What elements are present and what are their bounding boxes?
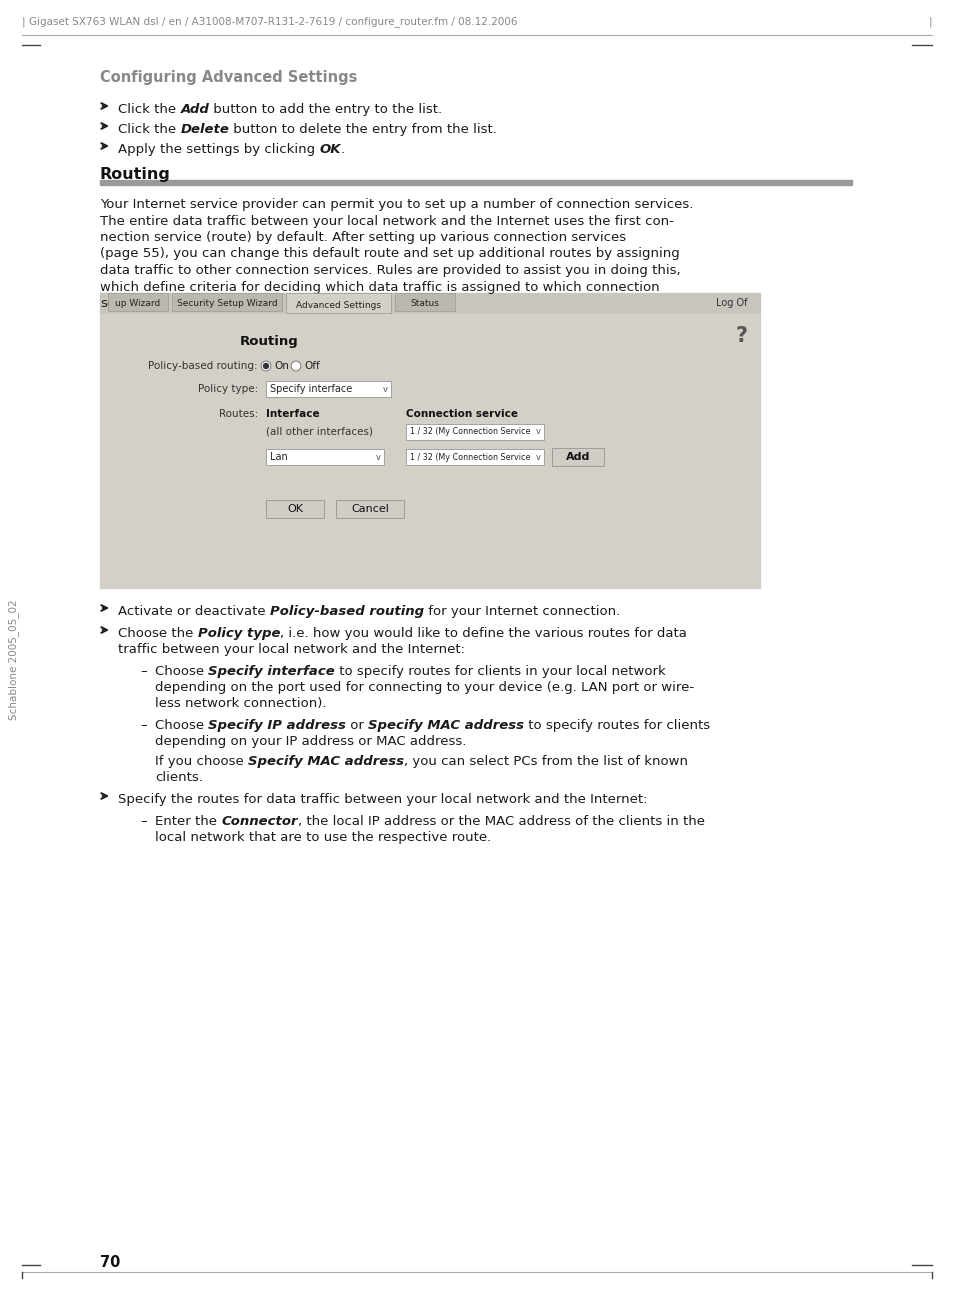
Text: Cancel: Cancel — [351, 505, 389, 514]
Text: Policy type:: Policy type: — [197, 384, 257, 393]
Text: depending on your IP address or MAC address.: depending on your IP address or MAC addr… — [154, 735, 466, 748]
Text: , you can select PCs from the list of known: , you can select PCs from the list of kn… — [403, 755, 687, 769]
Text: Status: Status — [410, 299, 439, 308]
Text: Enter the: Enter the — [154, 816, 221, 829]
Text: button to add the entry to the list.: button to add the entry to the list. — [209, 103, 442, 116]
Text: –: – — [140, 665, 147, 678]
Text: nection service (route) by default. After setting up various connection services: nection service (route) by default. Afte… — [100, 231, 625, 244]
Text: local network that are to use the respective route.: local network that are to use the respec… — [154, 831, 491, 844]
Bar — [335, 501, 403, 518]
Text: Specify interface: Specify interface — [208, 665, 335, 678]
Text: Add: Add — [565, 452, 590, 461]
Circle shape — [261, 361, 271, 371]
Bar — [266, 501, 324, 518]
Text: OK: OK — [319, 142, 340, 156]
Text: v: v — [375, 452, 380, 461]
Text: Specify MAC address: Specify MAC address — [368, 719, 524, 732]
Text: If you choose: If you choose — [154, 755, 248, 769]
Text: (all other interfaces): (all other interfaces) — [266, 427, 373, 437]
Text: , the local IP address or the MAC address of the clients in the: , the local IP address or the MAC addres… — [297, 816, 704, 829]
Text: data traffic to other connection services. Rules are provided to assist you in d: data traffic to other connection service… — [100, 264, 679, 277]
Text: v: v — [382, 384, 387, 393]
Text: Lan: Lan — [270, 452, 288, 461]
Text: Choose: Choose — [154, 665, 208, 678]
Text: 1 / 32 (My Connection Service: 1 / 32 (My Connection Service — [410, 427, 530, 437]
Text: , i.e. how you would like to define the various routes for data: , i.e. how you would like to define the … — [280, 627, 686, 640]
Text: depending on the port used for connecting to your device (e.g. LAN port or wire-: depending on the port used for connectin… — [154, 681, 694, 694]
Text: Log Of: Log Of — [716, 298, 747, 308]
Text: | Gigaset SX763 WLAN dsl / en / A31008-M707-R131-2-7619 / configure_router.fm / : | Gigaset SX763 WLAN dsl / en / A31008-M… — [22, 17, 517, 27]
Bar — [108, 293, 168, 311]
Text: Routing: Routing — [100, 167, 171, 182]
Text: OK: OK — [287, 505, 303, 514]
Text: traffic between your local network and the Internet:: traffic between your local network and t… — [118, 643, 464, 656]
Text: ?: ? — [735, 325, 747, 346]
Text: Security Setup Wizard: Security Setup Wizard — [176, 299, 277, 308]
Text: Routing: Routing — [240, 336, 298, 349]
Circle shape — [263, 363, 268, 369]
Text: .: . — [340, 142, 345, 156]
Text: Configuring Advanced Settings: Configuring Advanced Settings — [100, 71, 357, 85]
Text: 70: 70 — [100, 1255, 120, 1270]
Text: Specify interface: Specify interface — [270, 384, 352, 393]
Text: Off: Off — [304, 361, 319, 371]
Text: Connector: Connector — [221, 816, 297, 829]
Text: Your Internet service provider can permit you to set up a number of connection s: Your Internet service provider can permi… — [100, 197, 693, 210]
Text: Policy-based routing:: Policy-based routing: — [149, 361, 257, 371]
Text: service.: service. — [100, 297, 152, 310]
Text: Connection service: Connection service — [406, 409, 517, 420]
Text: Specify MAC address: Specify MAC address — [248, 755, 403, 769]
Bar — [406, 423, 543, 440]
Text: less network connection).: less network connection). — [154, 697, 326, 710]
Text: Apply the settings by clicking: Apply the settings by clicking — [118, 142, 319, 156]
Text: Activate or deactivate: Activate or deactivate — [118, 605, 270, 618]
Text: for your Internet connection.: for your Internet connection. — [423, 605, 619, 618]
Text: to specify routes for clients: to specify routes for clients — [524, 719, 710, 732]
Circle shape — [291, 361, 301, 371]
Text: clients.: clients. — [154, 771, 203, 784]
Text: |: | — [927, 17, 931, 27]
Text: (page 55), you can change this default route and set up additional routes by ass: (page 55), you can change this default r… — [100, 247, 679, 260]
Text: Policy type: Policy type — [197, 627, 280, 640]
Text: v: v — [535, 452, 540, 461]
Text: v: v — [535, 427, 540, 437]
Bar — [406, 450, 543, 465]
Bar — [100, 293, 760, 312]
Bar — [266, 382, 391, 397]
Text: Specify IP address: Specify IP address — [208, 719, 346, 732]
Bar — [286, 293, 391, 312]
Text: 1 / 32 (My Connection Service: 1 / 32 (My Connection Service — [410, 452, 530, 461]
Text: –: – — [140, 816, 147, 829]
Text: Click the: Click the — [118, 123, 180, 136]
Text: Delete: Delete — [180, 123, 229, 136]
Text: Interface: Interface — [266, 409, 319, 420]
Bar — [395, 293, 455, 311]
Text: to specify routes for clients in your local network: to specify routes for clients in your lo… — [335, 665, 665, 678]
Text: –: – — [140, 719, 147, 732]
Text: Choose: Choose — [154, 719, 208, 732]
Text: Choose the: Choose the — [118, 627, 197, 640]
Text: The entire data traffic between your local network and the Internet uses the fir: The entire data traffic between your loc… — [100, 214, 673, 227]
Bar — [552, 448, 603, 467]
Text: up Wizard: up Wizard — [115, 299, 160, 308]
Text: Policy-based routing: Policy-based routing — [270, 605, 423, 618]
Bar — [100, 293, 760, 588]
Text: which define criteria for deciding which data traffic is assigned to which conne: which define criteria for deciding which… — [100, 281, 659, 294]
Bar — [172, 293, 282, 311]
Text: Specify the routes for data traffic between your local network and the Internet:: Specify the routes for data traffic betw… — [118, 793, 647, 806]
Text: Add: Add — [180, 103, 209, 116]
Bar — [100, 314, 760, 588]
Text: Schablone 2005_05_02: Schablone 2005_05_02 — [9, 600, 19, 720]
Bar — [266, 450, 384, 465]
Text: Click the: Click the — [118, 103, 180, 116]
Text: button to delete the entry from the list.: button to delete the entry from the list… — [229, 123, 497, 136]
Text: On: On — [274, 361, 289, 371]
Text: Routes:: Routes: — [218, 409, 257, 420]
Text: or: or — [346, 719, 368, 732]
Text: Advanced Settings: Advanced Settings — [295, 301, 380, 310]
Bar — [100, 180, 851, 186]
